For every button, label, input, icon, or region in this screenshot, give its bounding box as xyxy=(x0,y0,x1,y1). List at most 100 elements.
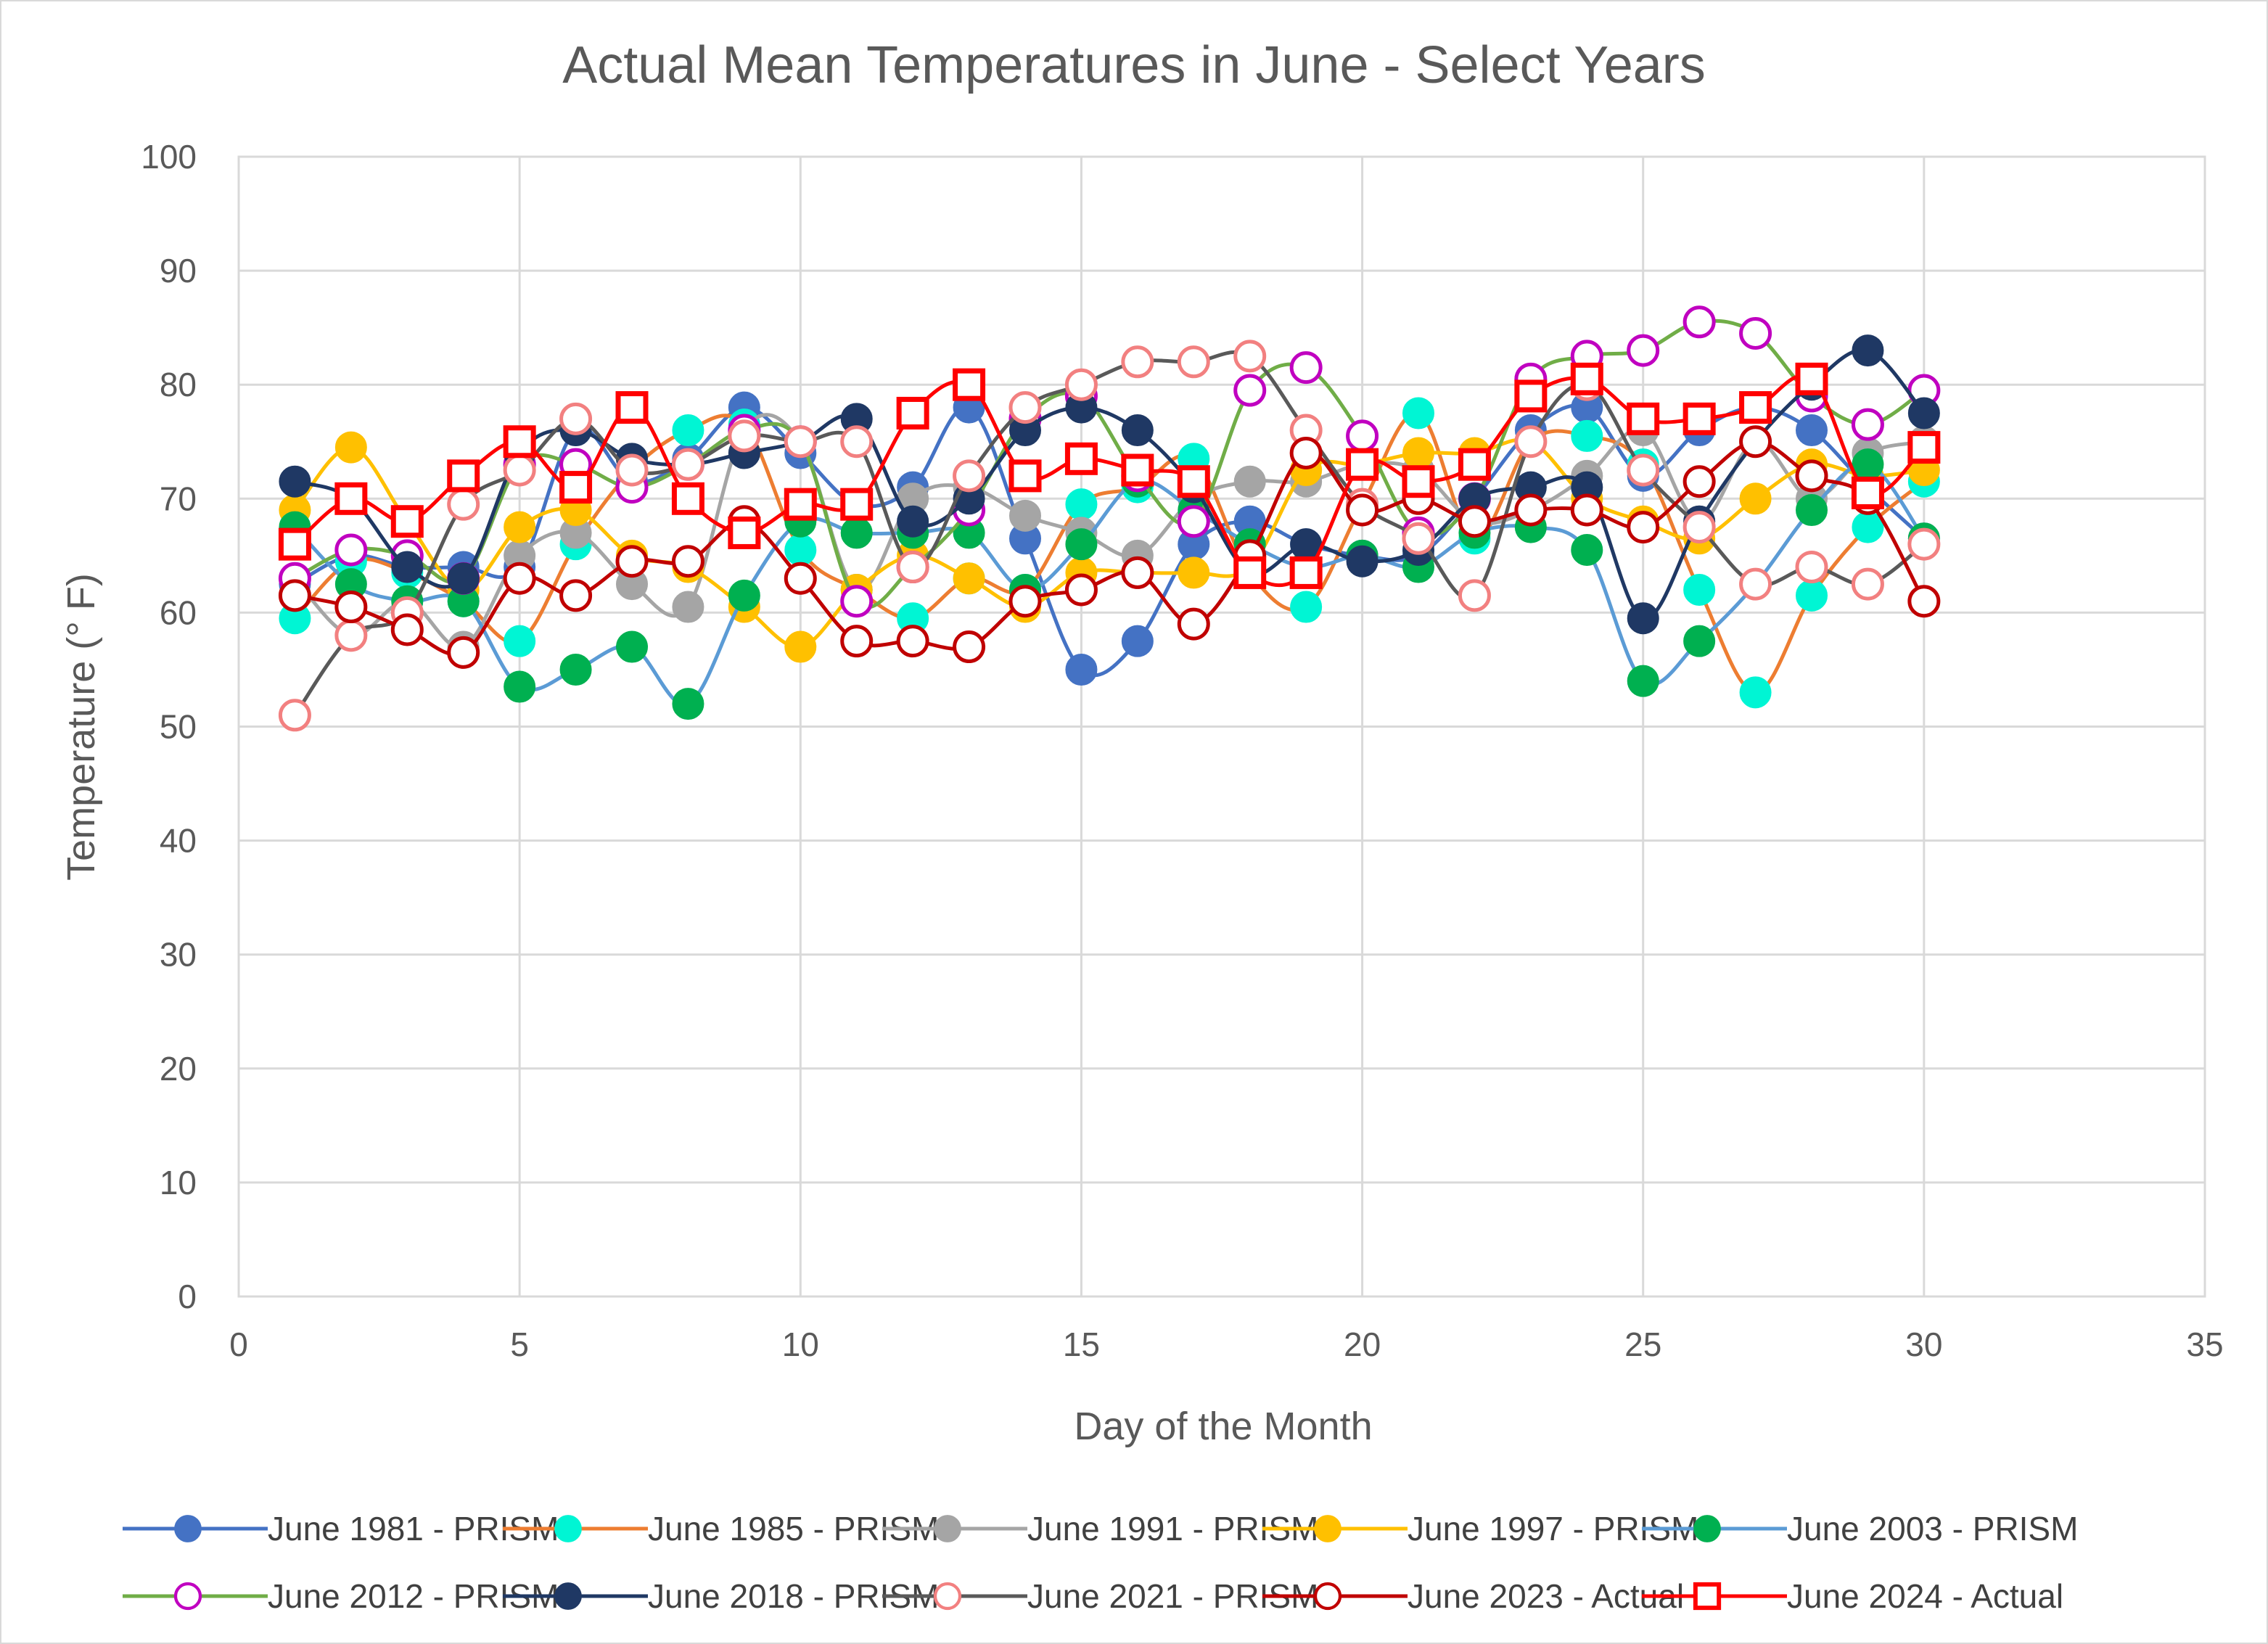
data-point xyxy=(1907,527,1941,561)
data-point xyxy=(896,625,929,658)
data-point xyxy=(1851,567,1884,601)
data-point xyxy=(840,425,874,459)
data-series xyxy=(278,305,1941,732)
data-point xyxy=(278,579,311,612)
data-point xyxy=(840,585,874,618)
data-point xyxy=(1008,391,1042,424)
legend-item: June 1997 - PRISM xyxy=(1262,1510,1698,1548)
legend-item: June 2024 - Actual xyxy=(1642,1577,2063,1615)
x-tick-label: 15 xyxy=(1063,1326,1100,1363)
data-point xyxy=(784,562,817,595)
legend-label: June 2024 - Actual xyxy=(1787,1577,2063,1615)
legend-item: June 2018 - PRISM xyxy=(503,1577,939,1615)
data-point xyxy=(1571,419,1603,452)
data-point xyxy=(1627,511,1660,544)
data-point xyxy=(728,516,761,549)
data-point xyxy=(334,482,368,515)
series-10 xyxy=(278,362,1941,589)
x-tick-label: 35 xyxy=(2186,1326,2223,1363)
data-point xyxy=(1796,494,1828,527)
data-point xyxy=(279,465,311,498)
data-point xyxy=(1739,425,1772,459)
data-point xyxy=(1795,362,1828,395)
data-point xyxy=(391,551,424,583)
data-point xyxy=(1289,351,1323,385)
data-point xyxy=(1682,305,1716,339)
legend-marker xyxy=(554,1582,582,1610)
data-point xyxy=(559,653,592,686)
data-point xyxy=(1852,448,1884,481)
data-point xyxy=(784,425,817,459)
data-point xyxy=(390,613,424,646)
data-point xyxy=(1402,397,1434,430)
data-point xyxy=(1178,556,1210,589)
data-point xyxy=(1121,414,1154,447)
data-point xyxy=(504,511,536,543)
data-point xyxy=(953,459,986,493)
series-8 xyxy=(278,340,1941,732)
data-point xyxy=(728,579,760,612)
x-tick-label: 20 xyxy=(1344,1326,1381,1363)
data-point xyxy=(1121,625,1154,657)
plot-area-border xyxy=(237,155,2206,1298)
data-point xyxy=(671,545,704,578)
data-point xyxy=(1739,567,1772,601)
data-point xyxy=(784,533,817,566)
data-point xyxy=(1177,607,1210,641)
data-point xyxy=(1402,437,1434,469)
y-axis-title: Temperature (° F) xyxy=(59,573,103,881)
data-point xyxy=(1233,340,1267,373)
legend-marker xyxy=(934,1515,961,1542)
data-point xyxy=(616,630,648,663)
data-point xyxy=(671,482,704,515)
y-tick-label: 80 xyxy=(160,366,197,403)
data-point xyxy=(278,527,311,561)
data-point xyxy=(1851,476,1884,509)
data-point xyxy=(1682,402,1716,435)
data-point xyxy=(1065,488,1098,521)
legend: June 1981 - PRISM June 1985 - PRISM June 1… xyxy=(123,1510,2078,1615)
data-point xyxy=(1571,533,1603,566)
data-point xyxy=(672,414,704,447)
legend-item: June 2003 - PRISM xyxy=(1642,1510,2078,1548)
data-point xyxy=(672,591,704,623)
legend-label: June 2023 - Actual xyxy=(1408,1577,1684,1615)
data-point xyxy=(896,396,929,430)
legend-item: June 2021 - PRISM xyxy=(882,1577,1318,1615)
y-tick-label: 40 xyxy=(160,822,197,860)
data-point xyxy=(1458,448,1491,481)
legend-marker xyxy=(1693,1515,1721,1542)
data-point xyxy=(1458,505,1491,538)
data-point xyxy=(334,533,368,567)
data-point xyxy=(1064,573,1098,607)
data-point xyxy=(1346,545,1379,578)
axis-tick-labels: 0 5 10 15 20 25 30 35 0 10 20 30 40 50 60 70 80 90 100 xyxy=(141,138,2223,1363)
data-point xyxy=(447,562,480,595)
data-point xyxy=(447,459,480,493)
data-point xyxy=(1008,585,1042,618)
data-point xyxy=(503,425,536,459)
data-point xyxy=(1121,345,1154,379)
data-point xyxy=(1739,482,1772,515)
data-point xyxy=(1627,402,1660,435)
data-point xyxy=(840,625,874,658)
data-point xyxy=(559,579,593,612)
x-tick-label: 5 xyxy=(510,1326,529,1363)
legend-marker xyxy=(173,1582,202,1611)
legend-marker xyxy=(1313,1582,1342,1611)
data-point xyxy=(1346,448,1379,481)
data-point xyxy=(671,448,704,481)
legend-marker xyxy=(933,1582,962,1611)
y-tick-label: 60 xyxy=(160,593,197,631)
y-tick-label: 90 xyxy=(160,252,197,289)
data-point xyxy=(1289,556,1323,589)
data-point xyxy=(840,488,874,521)
data-point xyxy=(1627,334,1660,367)
data-point xyxy=(334,591,368,624)
legend-item: June 1981 - PRISM xyxy=(123,1510,559,1548)
legend-marker xyxy=(554,1515,582,1542)
data-point xyxy=(1739,317,1772,350)
data-point xyxy=(1064,442,1098,475)
data-point xyxy=(1570,493,1603,527)
data-point xyxy=(953,562,985,595)
